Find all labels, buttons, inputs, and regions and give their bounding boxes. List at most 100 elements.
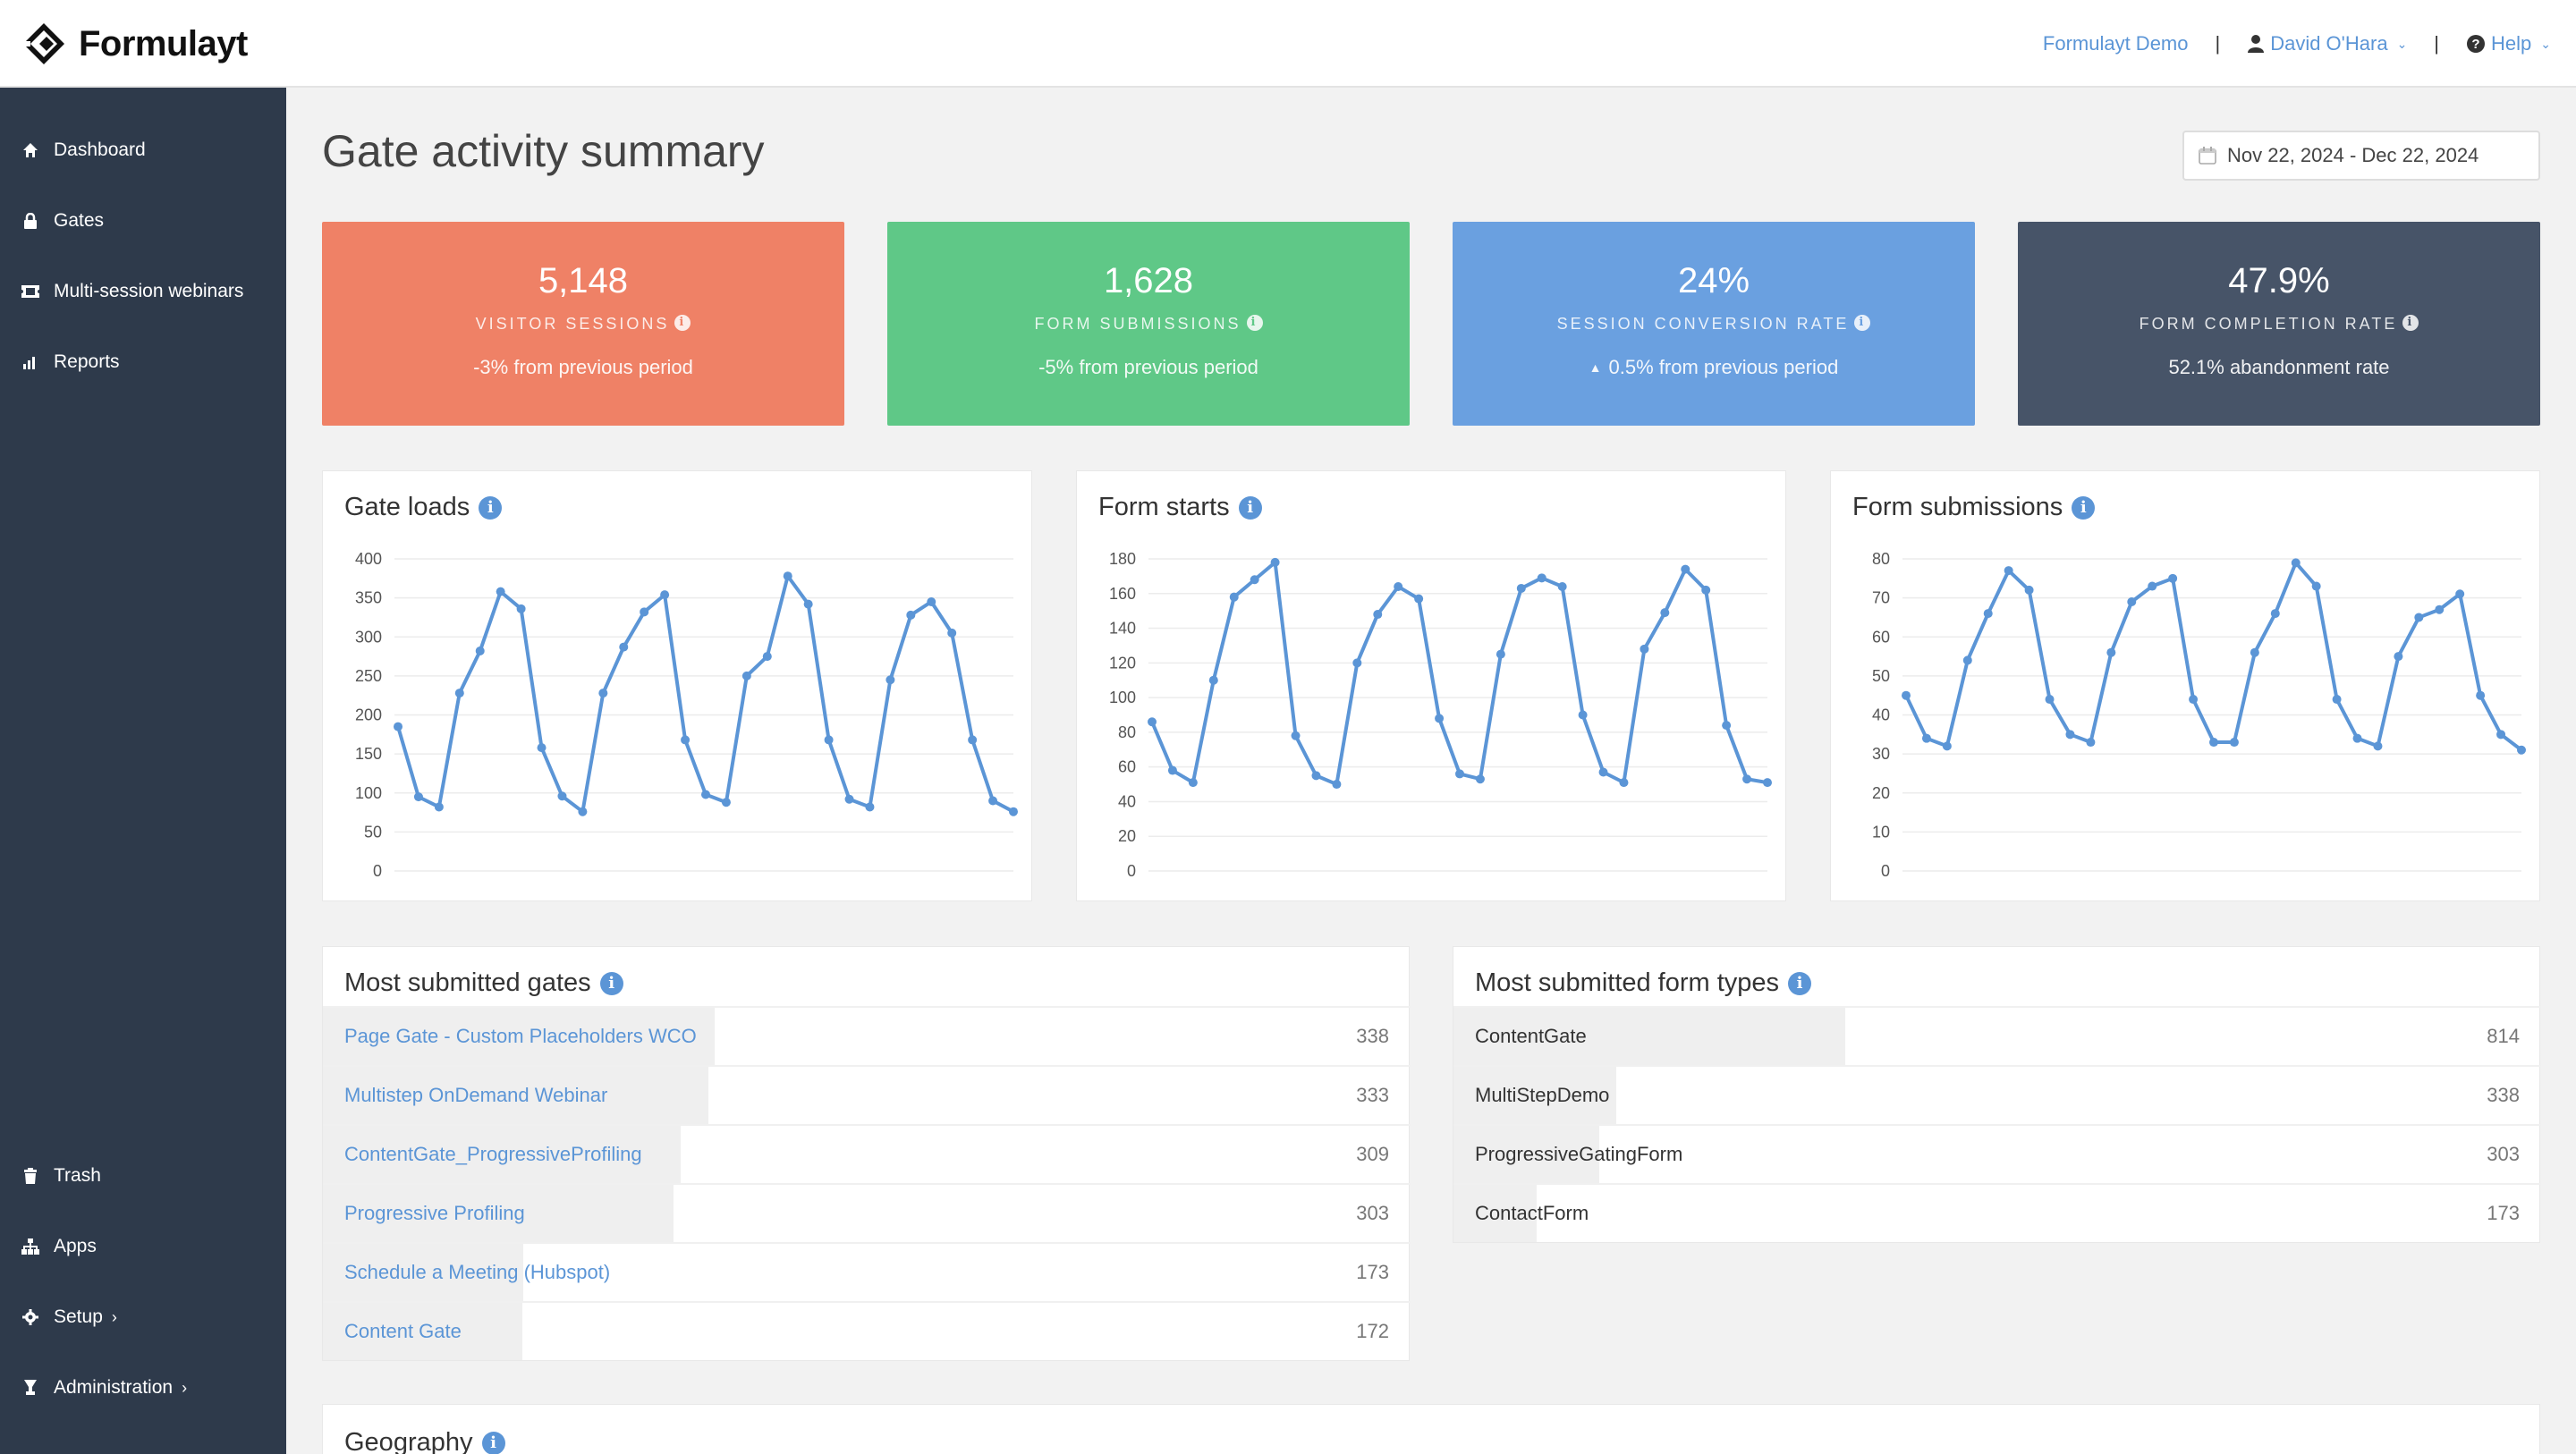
data-point[interactable] (2250, 647, 2259, 657)
data-point[interactable] (1496, 649, 1505, 659)
data-point[interactable] (1598, 767, 1608, 777)
data-point[interactable] (681, 735, 691, 745)
info-icon[interactable] (599, 971, 623, 995)
data-point[interactable] (2414, 613, 2424, 622)
data-point[interactable] (844, 794, 854, 804)
data-point[interactable] (1921, 733, 1931, 743)
data-point[interactable] (2024, 585, 2034, 595)
date-range-picker[interactable]: Nov 22, 2024 - Dec 22, 2024 (2182, 131, 2540, 181)
data-point[interactable] (1962, 655, 1972, 665)
data-point[interactable] (619, 642, 629, 652)
data-point[interactable] (2476, 690, 2486, 700)
data-point[interactable] (803, 599, 813, 609)
data-point[interactable] (1208, 675, 1218, 685)
data-point[interactable] (988, 796, 998, 806)
gate-link[interactable]: Schedule a Meeting (Hubspot) (344, 1261, 611, 1283)
info-icon[interactable] (1788, 971, 1812, 995)
data-point[interactable] (2455, 589, 2465, 599)
data-point[interactable] (1229, 592, 1239, 602)
data-point[interactable] (1414, 594, 1424, 604)
gate-link[interactable]: ContentGate_ProgressiveProfiling (344, 1143, 642, 1165)
data-point[interactable] (2373, 741, 2383, 751)
data-point[interactable] (968, 735, 978, 745)
info-icon[interactable] (1238, 495, 1262, 520)
data-point[interactable] (2496, 730, 2506, 740)
data-point[interactable] (434, 802, 444, 812)
data-point[interactable] (1516, 583, 1526, 593)
data-point[interactable] (886, 675, 895, 685)
help-menu[interactable]: ? Help ⌄ (2466, 32, 2551, 55)
data-point[interactable] (1763, 778, 1772, 788)
data-point[interactable] (557, 791, 567, 801)
data-point[interactable] (762, 652, 772, 662)
data-point[interactable] (454, 689, 464, 698)
data-point[interactable] (2270, 609, 2280, 619)
data-point[interactable] (1475, 774, 1485, 784)
data-point[interactable] (1188, 778, 1198, 788)
data-point[interactable] (1291, 731, 1301, 740)
data-point[interactable] (1270, 557, 1280, 567)
data-point[interactable] (660, 590, 670, 600)
data-point[interactable] (2189, 695, 2199, 705)
data-point[interactable] (1332, 780, 1342, 790)
data-point[interactable] (721, 798, 731, 807)
data-point[interactable] (1701, 585, 1711, 595)
data-point[interactable] (1352, 658, 1362, 668)
user-menu[interactable]: David O'Hara ⌄ (2247, 32, 2407, 55)
data-point[interactable] (741, 671, 751, 681)
data-point[interactable] (2045, 695, 2055, 705)
sidebar-item-apps[interactable]: Apps (0, 1220, 286, 1273)
sidebar-item-gates[interactable]: Gates (0, 194, 286, 248)
data-point[interactable] (1167, 765, 1177, 775)
sidebar-item-dashboard[interactable]: Dashboard (0, 123, 286, 177)
info-icon[interactable] (481, 1431, 505, 1454)
data-point[interactable] (394, 722, 402, 731)
data-point[interactable] (413, 792, 423, 802)
info-icon[interactable] (1854, 315, 1871, 331)
data-point[interactable] (947, 628, 957, 638)
data-point[interactable] (1311, 771, 1321, 781)
data-point[interactable] (2065, 730, 2075, 740)
data-point[interactable] (1148, 717, 1157, 727)
account-link[interactable]: Formulayt Demo (2042, 32, 2189, 55)
data-point[interactable] (2229, 738, 2239, 748)
data-point[interactable] (2517, 745, 2526, 755)
data-point[interactable] (906, 610, 916, 620)
sidebar-item-trash[interactable]: Trash (0, 1149, 286, 1203)
info-icon[interactable] (2072, 495, 2096, 520)
data-point[interactable] (537, 743, 547, 753)
data-point[interactable] (1578, 710, 1588, 720)
data-point[interactable] (1942, 741, 1952, 751)
data-point[interactable] (2352, 733, 2362, 743)
data-point[interactable] (1009, 807, 1018, 816)
data-point[interactable] (1902, 690, 1911, 700)
data-point[interactable] (1557, 582, 1567, 592)
data-point[interactable] (1983, 609, 1993, 619)
data-point[interactable] (1742, 774, 1752, 784)
data-point[interactable] (2127, 596, 2137, 606)
data-point[interactable] (516, 604, 526, 613)
data-point[interactable] (2106, 647, 2116, 657)
gate-link[interactable]: Content Gate (344, 1320, 462, 1342)
data-point[interactable] (1537, 573, 1546, 583)
data-point[interactable] (2209, 738, 2218, 748)
data-point[interactable] (2394, 652, 2403, 662)
data-point[interactable] (1640, 644, 1649, 654)
data-point[interactable] (496, 587, 505, 596)
data-point[interactable] (2332, 695, 2342, 705)
gate-link[interactable]: Progressive Profiling (344, 1202, 525, 1224)
gate-link[interactable]: Page Gate - Custom Placeholders WCO (344, 1025, 697, 1047)
data-point[interactable] (2168, 573, 2178, 583)
data-point[interactable] (1250, 575, 1259, 585)
data-point[interactable] (927, 596, 936, 606)
data-point[interactable] (1660, 608, 1670, 618)
sidebar-item-setup[interactable]: Setup › (0, 1290, 286, 1344)
data-point[interactable] (1435, 714, 1445, 723)
data-point[interactable] (2086, 738, 2096, 748)
data-point[interactable] (824, 735, 834, 745)
data-point[interactable] (640, 607, 649, 617)
data-point[interactable] (598, 689, 608, 698)
info-icon[interactable] (2402, 315, 2419, 331)
data-point[interactable] (865, 802, 875, 812)
data-point[interactable] (1681, 564, 1690, 574)
